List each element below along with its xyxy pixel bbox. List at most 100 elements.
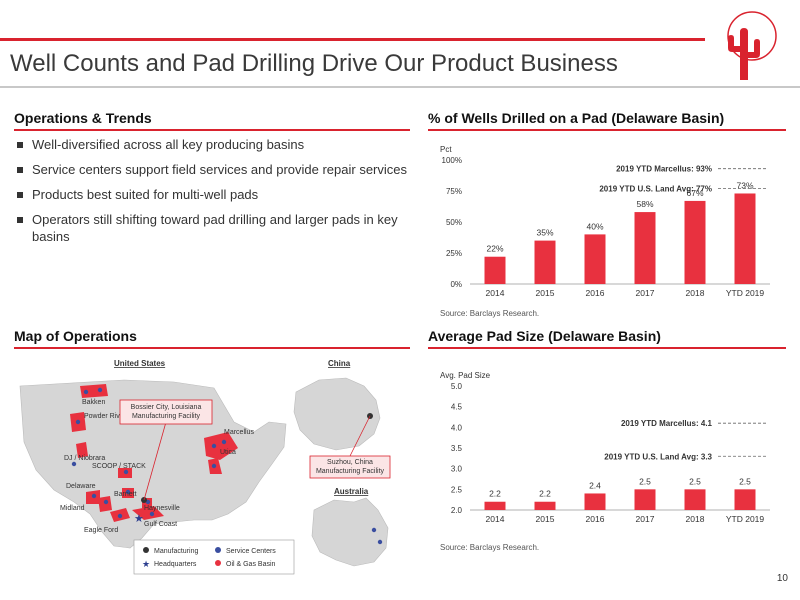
reference-line-label: 2019 YTD Marcellus: 93% <box>616 165 712 174</box>
basin-label: DJ / Niobrara <box>64 455 105 462</box>
bar <box>734 489 756 510</box>
basin-dj-niobrara <box>76 442 88 458</box>
page-title: Well Counts and Pad Drilling Drive Our P… <box>10 50 618 77</box>
basin-label: Bakken <box>82 399 105 406</box>
y-tick-label: 4.0 <box>451 423 463 432</box>
bar <box>734 193 756 284</box>
basin-bakken <box>80 384 108 398</box>
bar-value-label: 2.5 <box>739 476 751 486</box>
basin-label: SCOOP / STACK <box>92 463 146 470</box>
y-tick-label: 25% <box>446 249 462 258</box>
y-tick-label: 4.5 <box>451 403 463 412</box>
bar-value-label: 58% <box>636 199 653 209</box>
australia-landmass <box>311 497 389 567</box>
bar <box>484 501 506 510</box>
headquarters-star-icon: ★ <box>134 513 144 525</box>
bar <box>484 256 506 284</box>
x-tick-label: 2014 <box>486 514 505 524</box>
x-tick-label: 2018 <box>686 288 705 298</box>
map-australia-label: Australia <box>334 487 369 496</box>
bar <box>534 501 556 510</box>
basin-label: Delaware <box>66 483 96 490</box>
bar <box>634 212 656 284</box>
bar <box>584 234 606 284</box>
y-tick-label: 2.5 <box>451 485 463 494</box>
map-legend <box>133 539 295 575</box>
y-tick-label: 2.0 <box>451 506 463 515</box>
y-tick-label: 3.5 <box>451 444 463 453</box>
y-tick-label: 3.0 <box>451 465 463 474</box>
basin-label: Marcellus <box>224 429 254 436</box>
y-axis-label: Avg. Pad Size <box>440 371 491 380</box>
basin-gulf-coast <box>132 506 164 520</box>
operations-rule <box>14 129 410 131</box>
bullet-item: Operators still shifting toward pad dril… <box>14 211 409 245</box>
bullet-item: Products best suited for multi-well pads <box>14 186 409 203</box>
bar-value-label: 2.4 <box>589 480 601 490</box>
legend-hq-star-icon: ★ <box>142 559 150 569</box>
operations-heading: Operations & Trends <box>14 110 152 126</box>
basin-label: Barnett <box>114 491 137 498</box>
china-landmass <box>293 377 381 451</box>
pad-size-chart-title: Average Pad Size (Delaware Basin) <box>428 328 661 344</box>
x-tick-label: 2016 <box>586 514 605 524</box>
y-axis-label: Pct <box>440 145 452 154</box>
bullet-item: Service centers support field services a… <box>14 161 409 178</box>
basin-label: Midland <box>60 505 85 512</box>
x-tick-label: 2017 <box>636 514 655 524</box>
pad-size-source: Source: Barclays Research. <box>440 543 540 552</box>
bar-value-label: 2.5 <box>639 476 651 486</box>
legend-headquarters: Headquarters <box>154 561 197 568</box>
y-tick-label: 50% <box>446 218 462 227</box>
bar-value-label: 2.5 <box>689 476 701 486</box>
x-tick-label: 2016 <box>586 288 605 298</box>
bar <box>684 200 706 284</box>
callout-suzhou <box>309 455 391 479</box>
x-tick-label: 2015 <box>536 288 555 298</box>
legend-manufacturing: Manufacturing <box>154 548 198 555</box>
y-tick-label: 5.0 <box>451 382 463 391</box>
basin-marcellus <box>204 432 238 460</box>
basin-label: Gulf Coast <box>144 521 177 528</box>
x-tick-label: 2018 <box>686 514 705 524</box>
operations-bullets: Well-diversified across all key producin… <box>14 136 409 253</box>
header-accent-line <box>0 38 705 41</box>
bar-value-label: 35% <box>536 228 553 238</box>
operations-map: ★ United States China Australia Bakken P… <box>14 352 410 582</box>
bar-value-label: 2.2 <box>489 489 501 499</box>
map-rule <box>14 347 410 349</box>
us-landmass <box>19 379 287 549</box>
bar-value-label: 2.2 <box>539 489 551 499</box>
callout-bossier-text: Bossier City, Louisiana Manufacturing Fa… <box>130 404 202 420</box>
y-tick-label: 0% <box>450 280 462 289</box>
service-center-dots <box>71 387 383 545</box>
legend-basin: Oil & Gas Basin <box>226 561 276 568</box>
title-divider <box>0 86 800 88</box>
bullet-item: Well-diversified across all key producin… <box>14 136 409 153</box>
bar <box>684 489 706 510</box>
map-heading: Map of Operations <box>14 328 137 344</box>
pad-pct-rule <box>428 129 786 131</box>
pad-pct-chart-title: % of Wells Drilled on a Pad (Delaware Ba… <box>428 110 725 126</box>
legend-service-centers: Service Centers <box>226 548 276 555</box>
pad-pct-source: Source: Barclays Research. <box>440 309 540 318</box>
pad-size-chart: Avg. Pad Size 2.0 2.5 3.0 3.5 4.0 4.5 5.0 2.2 201… <box>440 371 770 524</box>
page-number: 10 <box>776 573 788 584</box>
map-us-label: United States <box>114 359 166 368</box>
basin-label: Haynesville <box>144 505 180 512</box>
x-tick-label: 2014 <box>486 288 505 298</box>
bar <box>534 240 556 284</box>
y-tick-label: 100% <box>442 156 462 165</box>
cactus-logo-icon <box>727 11 777 80</box>
basin-label: Eagle Ford <box>84 527 118 534</box>
callout-suzhou-text: Suzhou, China Manufacturing Facility <box>315 459 385 475</box>
x-tick-label: 2015 <box>536 514 555 524</box>
bar-value-label: 40% <box>586 221 603 231</box>
bar <box>634 489 656 510</box>
map-china-label: China <box>328 359 351 368</box>
bar <box>584 493 606 510</box>
basin-label: Utica <box>220 449 236 456</box>
bar-value-label: 73% <box>736 180 753 190</box>
callout-bossier <box>119 399 213 425</box>
pad-size-rule <box>428 347 786 349</box>
